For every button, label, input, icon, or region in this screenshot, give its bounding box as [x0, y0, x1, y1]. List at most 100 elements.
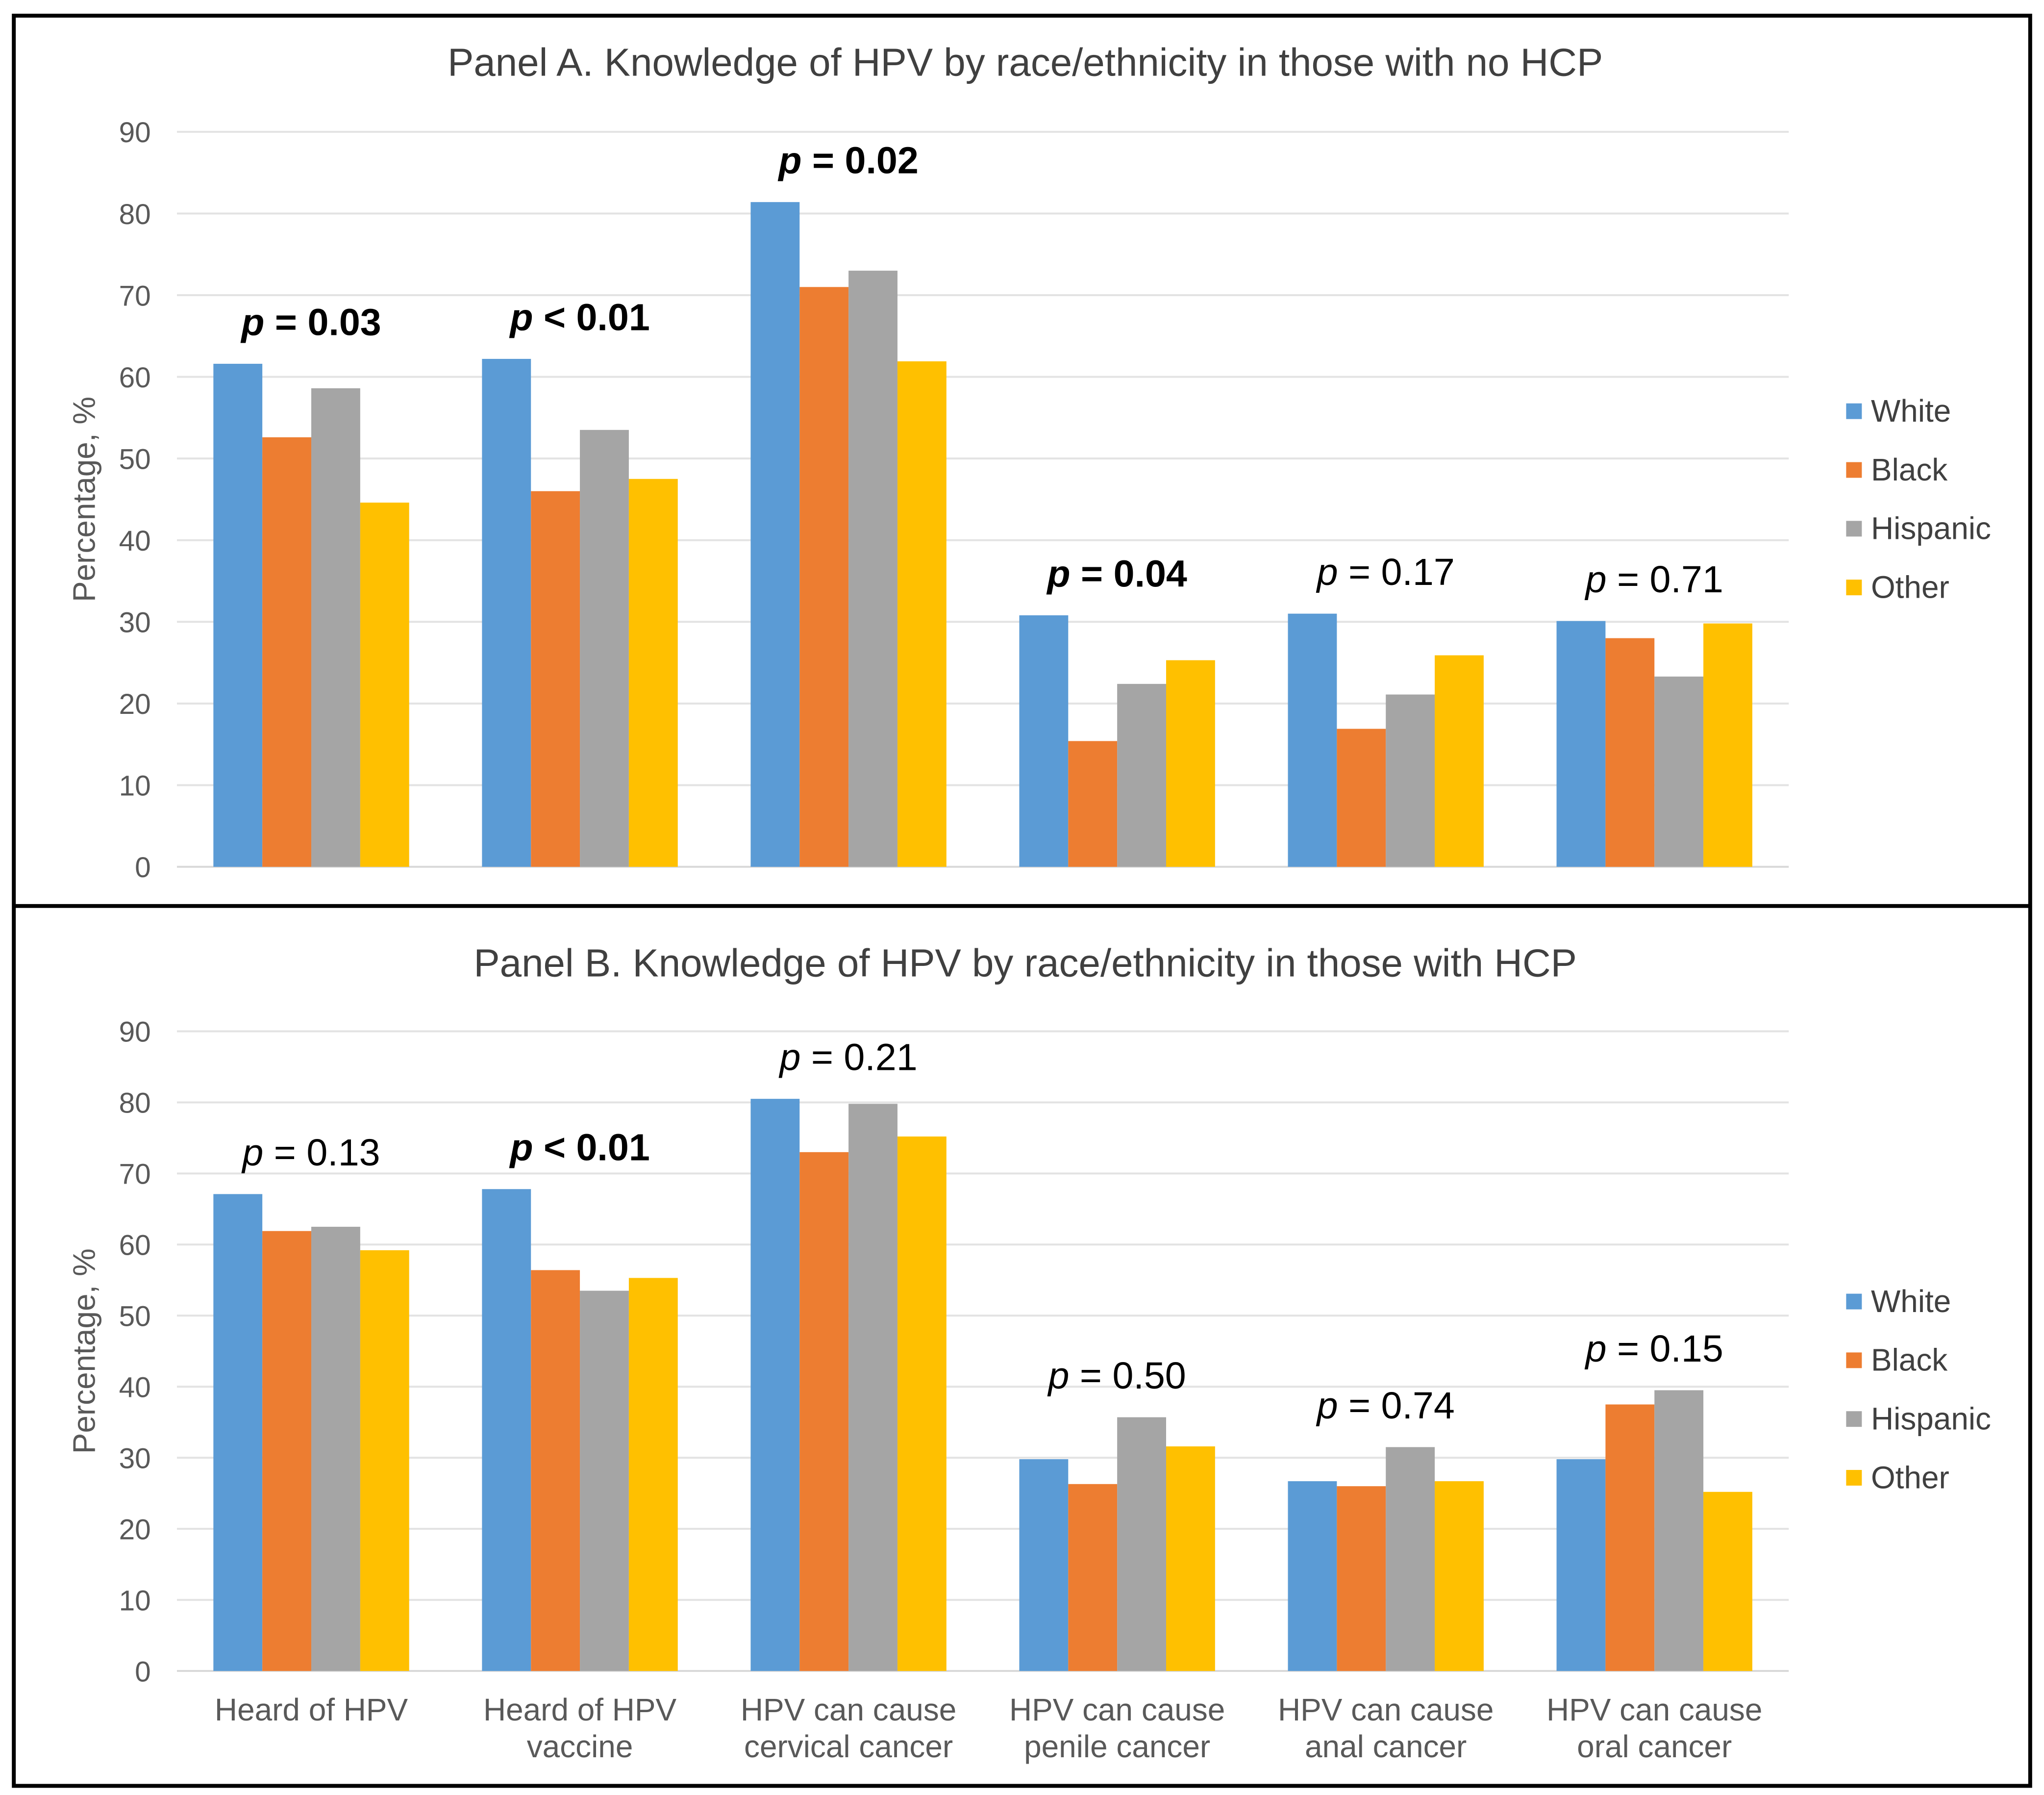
bar-other	[897, 1136, 947, 1671]
x-category-label: HPV can cause	[1278, 1692, 1494, 1727]
bar-other	[1166, 1446, 1215, 1671]
bar-white	[1556, 621, 1606, 867]
bar-white	[1556, 1459, 1606, 1671]
bar-hispanic	[311, 388, 360, 867]
p-value-text: = 0.03	[264, 301, 381, 343]
p-value-text: = 0.13	[263, 1132, 380, 1174]
legend-label: Hispanic	[1871, 511, 1991, 546]
bar-hispanic	[1117, 683, 1166, 867]
p-value-text: = 0.02	[802, 140, 919, 182]
p-value-text: < 0.01	[533, 1127, 650, 1169]
y-tick-label: 50	[119, 443, 151, 475]
x-category-label: Heard of HPV	[215, 1692, 408, 1727]
p-value-prefix: p	[509, 1127, 533, 1169]
bar-hispanic	[848, 1104, 897, 1671]
p-value-prefix: p	[1585, 1328, 1607, 1370]
bar-black	[799, 287, 849, 867]
x-category-label: oral cancer	[1577, 1729, 1732, 1764]
y-axis-label: Percentage, %	[66, 1248, 101, 1454]
p-value-prefix: p	[1316, 1385, 1338, 1427]
p-value-prefix: p	[1046, 553, 1070, 595]
y-tick-label: 90	[119, 117, 151, 149]
y-tick-label: 30	[119, 607, 151, 639]
bar-white	[1288, 613, 1337, 867]
p-value-prefix: p	[240, 301, 264, 343]
legend-label: Black	[1871, 1342, 1948, 1378]
legend-label: Other	[1871, 1460, 1949, 1495]
x-category-label: HPV can cause	[741, 1692, 956, 1727]
y-tick-label: 10	[119, 1585, 151, 1617]
bar-other	[360, 503, 409, 867]
p-value-label: p = 0.21	[779, 1037, 918, 1079]
legend-label: White	[1871, 1284, 1951, 1319]
bar-white	[482, 1189, 531, 1671]
legend-swatch-hispanic	[1846, 521, 1862, 537]
y-axis-label: Percentage, %	[66, 397, 101, 602]
legend-label: Other	[1871, 569, 1949, 605]
bar-white	[1019, 1459, 1069, 1671]
bar-hispanic	[580, 430, 629, 867]
legend-swatch-other	[1846, 1470, 1862, 1486]
bar-other	[628, 479, 678, 867]
bar-white	[482, 358, 531, 867]
bar-black	[799, 1152, 849, 1671]
chart-title: Panel B. Knowledge of HPV by race/ethnic…	[474, 941, 1577, 985]
bar-other	[1703, 623, 1752, 867]
p-value-label: p < 0.01	[509, 296, 649, 338]
y-tick-label: 60	[119, 362, 151, 394]
legend-label: White	[1871, 393, 1951, 429]
p-value-label: p = 0.13	[241, 1132, 380, 1174]
bar-white	[750, 1099, 800, 1671]
p-value-prefix: p	[509, 296, 533, 338]
y-tick-label: 0	[135, 852, 151, 884]
y-tick-label: 60	[119, 1230, 151, 1262]
p-value-prefix: p	[1047, 1355, 1070, 1397]
bar-black	[262, 1231, 312, 1671]
bar-hispanic	[311, 1227, 360, 1671]
bar-hispanic	[1117, 1417, 1166, 1671]
bar-white	[750, 202, 800, 867]
x-category-label: anal cancer	[1305, 1729, 1467, 1764]
y-tick-label: 20	[119, 688, 151, 720]
p-value-text: = 0.21	[800, 1037, 917, 1079]
p-value-label: p = 0.17	[1316, 551, 1455, 593]
legend-label: Black	[1871, 452, 1948, 487]
y-tick-label: 70	[119, 280, 151, 312]
bar-other	[1166, 660, 1215, 867]
bar-other	[1703, 1492, 1752, 1671]
p-value-text: = 0.71	[1607, 558, 1723, 601]
p-value-prefix: p	[241, 1132, 263, 1174]
y-tick-label: 90	[119, 1016, 151, 1048]
p-value-text: = 0.04	[1071, 553, 1187, 595]
legend-swatch-white	[1846, 1293, 1862, 1310]
p-value-label: p = 0.15	[1585, 1328, 1723, 1370]
bar-black	[1337, 1486, 1386, 1671]
bar-white	[1019, 615, 1069, 867]
p-value-label: p = 0.02	[777, 140, 918, 182]
bar-black	[1068, 1484, 1118, 1671]
p-value-text: < 0.01	[533, 296, 650, 338]
bar-hispanic	[1386, 1447, 1435, 1671]
bar-black	[1605, 638, 1655, 867]
chart-title: Panel A. Knowledge of HPV by race/ethnic…	[448, 40, 1603, 84]
p-value-prefix: p	[1316, 551, 1338, 593]
p-value-text: = 0.15	[1607, 1328, 1723, 1370]
p-value-text: = 0.17	[1338, 551, 1455, 593]
bar-hispanic	[1386, 694, 1435, 867]
bar-other	[897, 361, 947, 867]
y-tick-label: 30	[119, 1442, 151, 1474]
y-tick-label: 70	[119, 1159, 151, 1190]
p-value-label: p = 0.74	[1316, 1385, 1455, 1427]
y-tick-label: 20	[119, 1514, 151, 1545]
y-tick-label: 50	[119, 1301, 151, 1333]
p-value-prefix: p	[777, 140, 801, 182]
bar-black	[1605, 1404, 1655, 1671]
bar-black	[1068, 741, 1118, 867]
p-value-text: = 0.50	[1069, 1355, 1186, 1397]
bar-other	[628, 1278, 678, 1671]
p-value-label: p = 0.03	[240, 301, 381, 343]
x-category-label: penile cancer	[1024, 1729, 1210, 1764]
bar-hispanic	[1654, 676, 1704, 867]
bar-white	[213, 363, 263, 867]
